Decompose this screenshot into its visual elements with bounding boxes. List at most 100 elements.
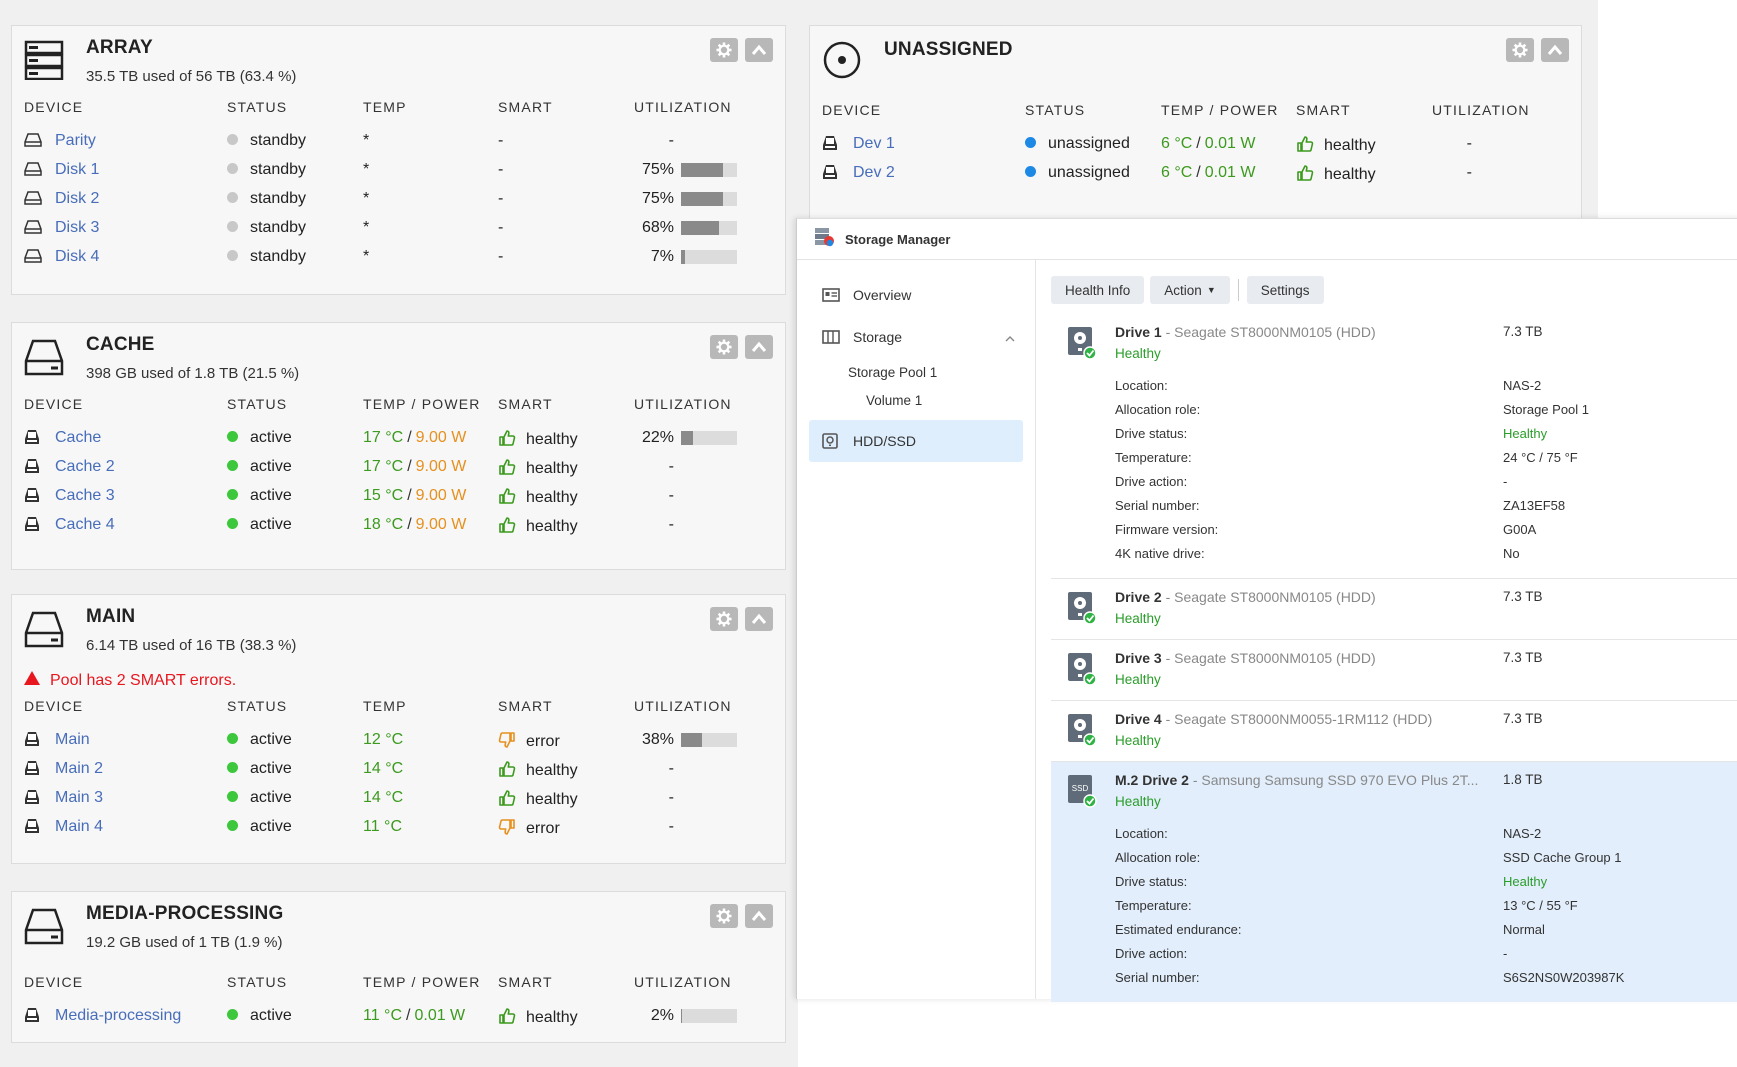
device-link[interactable]: Media-processing: [55, 1007, 182, 1024]
device-link[interactable]: Main 3: [55, 789, 104, 806]
hdd-icon: [24, 487, 42, 508]
status-text: standby: [250, 161, 307, 178]
col-status: STATUS: [227, 698, 288, 714]
device-link[interactable]: Cache 4: [55, 516, 115, 533]
drive-item[interactable]: Drive 1 - Seagate ST8000NM0105 (HDD) 7.3 …: [1051, 314, 1737, 579]
col-device: DEVICE: [24, 974, 84, 990]
nav-hdd-ssd[interactable]: HDD/SSD: [809, 420, 1023, 462]
hdd-healthy-icon: [1067, 326, 1097, 360]
drive-item[interactable]: SSD M.2 Drive 2 - Samsung Samsung SSD 970…: [1051, 762, 1737, 1002]
table-row: Cache 4 active 18 °C/9.00 W healthy -: [24, 511, 773, 540]
device-link[interactable]: Cache 2: [55, 458, 115, 475]
smart-text: healthy: [526, 1009, 578, 1026]
device-link[interactable]: Disk 4: [55, 248, 100, 265]
hdd-icon: [24, 789, 42, 810]
drive-item[interactable]: Drive 2 - Seagate ST8000NM0105 (HDD) 7.3 …: [1051, 579, 1737, 640]
utilization-cell: -: [634, 516, 674, 534]
window-titlebar[interactable]: Storage Manager: [797, 219, 1737, 260]
device-cell: Cache 3: [24, 487, 115, 508]
temp-cell: *: [363, 132, 369, 150]
disc-icon: [822, 40, 862, 80]
toolbar-divider: [1237, 279, 1239, 301]
gear-icon[interactable]: [710, 607, 738, 631]
table-row: Dev 2 unassigned 6 °C/0.01 W healthy -: [822, 159, 1569, 188]
chevron-up-icon[interactable]: [745, 607, 773, 631]
detail-label: Allocation role:: [1115, 850, 1201, 865]
table-row: Cache 2 active 17 °C/9.00 W healthy -: [24, 453, 773, 482]
status-dot-icon: [227, 820, 238, 831]
utilization-cell: 22%: [634, 429, 737, 447]
smart-text: -: [498, 161, 504, 178]
smart-text: healthy: [526, 460, 578, 477]
detail-label: 4K native drive:: [1115, 546, 1205, 561]
drive-item[interactable]: Drive 4 - Seagate ST8000NM0055-1RM112 (H…: [1051, 701, 1737, 762]
chevron-up-icon[interactable]: [745, 38, 773, 62]
detail-value: 24 °C / 75 °F: [1503, 450, 1578, 465]
storage-manager-app-icon: [813, 226, 835, 253]
utilization-cell: -: [634, 132, 674, 150]
utilization-percent: 68%: [641, 219, 674, 236]
temp-text: 6 °C: [1161, 164, 1193, 181]
gear-icon[interactable]: [1506, 38, 1534, 62]
detail-label: Drive status:: [1115, 874, 1188, 889]
health-info-button[interactable]: Health Info: [1051, 276, 1145, 304]
gear-icon[interactable]: [710, 335, 738, 359]
detail-label: Serial number:: [1115, 970, 1200, 985]
nav-volume-1[interactable]: Volume 1: [797, 386, 1035, 414]
status-text: unassigned: [1048, 135, 1130, 152]
device-link[interactable]: Cache 3: [55, 487, 115, 504]
drive-model: - Seagate ST8000NM0105 (HDD): [1161, 589, 1376, 605]
detail-label: Serial number:: [1115, 498, 1200, 513]
temp-text: *: [363, 219, 370, 236]
temp-text: 14 °C: [363, 789, 404, 806]
chevron-up-icon[interactable]: [745, 335, 773, 359]
device-link[interactable]: Main 2: [55, 760, 104, 777]
device-link[interactable]: Main: [55, 731, 90, 748]
utilization-percent: 7%: [650, 248, 674, 265]
detail-value: ZA13EF58: [1503, 498, 1566, 513]
device-link[interactable]: Disk 3: [55, 219, 100, 236]
chevron-up-icon[interactable]: [745, 904, 773, 928]
nav-storage[interactable]: Storage: [797, 316, 1035, 358]
table-header: DEVICE STATUS TEMP SMART UTILIZATION: [24, 94, 773, 127]
action-dropdown-button[interactable]: Action ▼: [1150, 276, 1230, 304]
device-link[interactable]: Disk 1: [55, 161, 100, 178]
thumbs-up-icon: [498, 1007, 516, 1030]
gear-icon[interactable]: [710, 904, 738, 928]
chevron-up-icon[interactable]: [1005, 329, 1015, 345]
detail-row: Serial number: ZA13EF58: [1051, 498, 1737, 522]
utilization-text: -: [668, 516, 674, 533]
device-link[interactable]: Dev 1: [853, 135, 895, 152]
panel-title: MAIN: [86, 606, 136, 627]
device-link[interactable]: Dev 2: [853, 164, 895, 181]
temp-cell: *: [363, 161, 369, 179]
smart-cell: healthy: [1296, 135, 1376, 158]
col-utilization: UTILIZATION: [634, 99, 732, 115]
temp-text: *: [363, 161, 370, 178]
drive-item[interactable]: Drive 3 - Seagate ST8000NM0105 (HDD) 7.3 …: [1051, 640, 1737, 701]
smart-text: -: [498, 190, 504, 207]
panel-usage-summary: 398 GB used of 1.8 TB (21.5 %): [86, 365, 300, 382]
col-smart: SMART: [498, 698, 553, 714]
utilization-bar-fill: [681, 1009, 683, 1023]
settings-button[interactable]: Settings: [1246, 276, 1324, 304]
temp-power-separator: /: [407, 429, 412, 446]
device-link[interactable]: Main 4: [55, 818, 104, 835]
detail-row: Allocation role: SSD Cache Group 1: [1051, 850, 1737, 874]
nav-overview[interactable]: Overview: [797, 274, 1035, 316]
device-link[interactable]: Parity: [55, 132, 96, 149]
utilization-bar: [681, 431, 737, 445]
status-dot-icon: [227, 250, 238, 261]
device-cell: Main 4: [24, 818, 103, 839]
unassigned-table: DEVICE STATUS TEMP / POWER SMART UTILIZA…: [822, 97, 1569, 188]
smart-text: healthy: [526, 518, 578, 535]
drive-name: Drive 1: [1115, 324, 1162, 340]
device-link[interactable]: Disk 2: [55, 190, 100, 207]
chevron-up-icon[interactable]: [1541, 38, 1569, 62]
nav-storage-pool-1[interactable]: Storage Pool 1: [797, 358, 1035, 386]
device-link[interactable]: Cache: [55, 429, 102, 446]
detail-row: Drive status: Healthy: [1051, 426, 1737, 450]
utilization-percent: 2%: [650, 1007, 674, 1024]
utilization-cell: -: [634, 487, 674, 505]
gear-icon[interactable]: [710, 38, 738, 62]
